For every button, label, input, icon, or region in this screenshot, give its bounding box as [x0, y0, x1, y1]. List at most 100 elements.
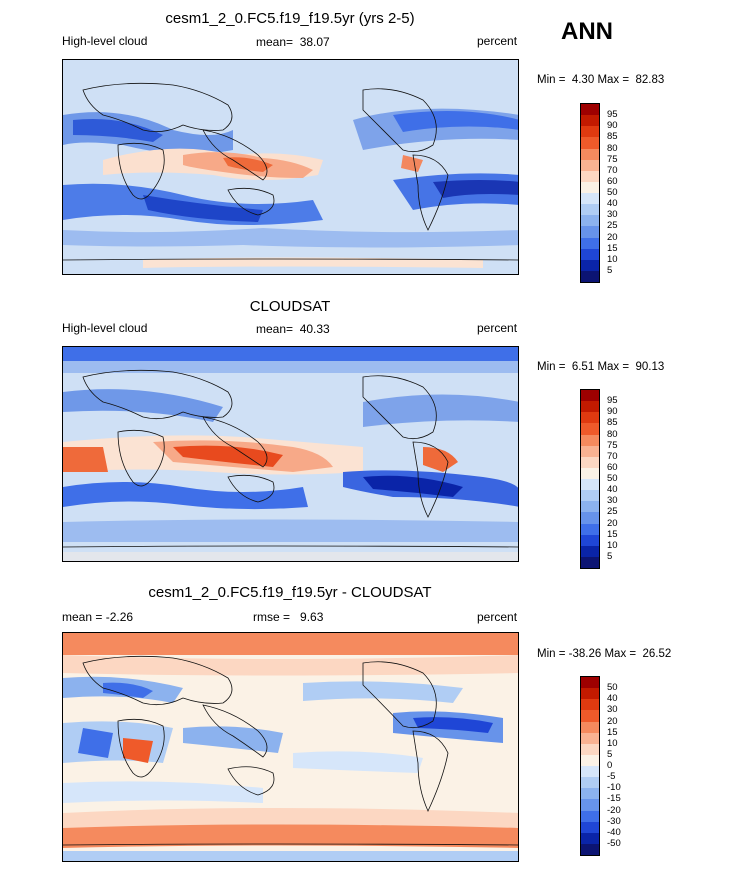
colorbar-label: -15 — [607, 793, 621, 805]
colorbar-swatch — [581, 699, 599, 711]
colorbar-swatch — [581, 434, 599, 446]
colorbar-swatch — [581, 523, 599, 535]
season-label: ANN — [561, 18, 613, 45]
panel-2-left-label: High-level cloud — [62, 321, 148, 335]
panel-2-minmax: Min = 6.51 Max = 90.13 — [537, 361, 664, 373]
panel-1-units: percent — [477, 34, 518, 48]
colorbar-swatch — [581, 159, 599, 171]
panel-2-colorbar — [580, 389, 600, 569]
colorbar-swatch — [581, 412, 599, 424]
panel-3-units: percent — [477, 610, 518, 624]
colorbar-swatch — [581, 181, 599, 193]
colorbar-swatch — [581, 204, 599, 216]
colorbar-label: 15 — [607, 242, 618, 254]
panel-2-mean-value: 40.33 — [299, 322, 330, 336]
panel-2-units: percent — [477, 321, 518, 335]
colorbar-label: -10 — [607, 782, 621, 794]
panel-1-mean: mean= 38.07 — [256, 35, 330, 49]
panel-1-mean-value: 38.07 — [299, 35, 330, 49]
panel-3-rmse-value: 9.63 — [300, 610, 324, 624]
colorbar-label: -50 — [607, 837, 621, 849]
colorbar-label: 75 — [607, 153, 618, 165]
colorbar-label: 30 — [607, 495, 618, 507]
panel-2-title: CLOUDSAT — [249, 298, 331, 315]
colorbar-label: 30 — [607, 704, 618, 716]
colorbar-swatch — [581, 710, 599, 722]
panel-2-min-value: 6.51 — [571, 361, 595, 373]
colorbar-label: 5 — [607, 748, 613, 760]
colorbar-swatch — [581, 843, 599, 855]
colorbar-label: 25 — [607, 506, 618, 518]
colorbar-label: 70 — [607, 450, 618, 462]
panel-1-max-label: Max = — [597, 74, 630, 86]
colorbar-swatch — [581, 170, 599, 182]
colorbar-label: 40 — [607, 198, 618, 210]
colorbar-swatch — [581, 677, 599, 689]
panel-1-mean-label: mean= — [256, 35, 294, 49]
panel-3-rmse: rmse = 9.63 — [253, 610, 323, 624]
panel-2-map — [62, 346, 519, 562]
colorbar-label: 5 — [607, 264, 613, 276]
colorbar-label: 50 — [607, 187, 618, 198]
colorbar-swatch — [581, 501, 599, 513]
colorbar-swatch — [581, 237, 599, 249]
colorbar-swatch — [581, 104, 599, 116]
panel-3-min-value: -38.26 — [568, 648, 602, 660]
colorbar-swatch — [581, 810, 599, 822]
colorbar-label: 60 — [607, 175, 618, 187]
colorbar-label: 50 — [607, 682, 618, 694]
panel-2-min-label: Min = — [537, 361, 566, 373]
colorbar-swatch — [581, 148, 599, 160]
panel-3-left-label: mean = -2.26 — [62, 610, 134, 624]
colorbar-label: 80 — [607, 142, 618, 154]
panel-1-minmax: Min = 4.30 Max = 82.83 — [537, 74, 664, 86]
colorbar-swatch — [581, 799, 599, 811]
panel-2-max-label: Max = — [597, 361, 630, 373]
colorbar-label: 90 — [607, 120, 618, 132]
panel-1-map — [62, 59, 519, 275]
panel-3-minmax: Min = -38.26 Max = 26.52 — [537, 648, 671, 660]
colorbar-swatch — [581, 423, 599, 435]
colorbar-label: -40 — [607, 826, 621, 838]
colorbar-label: 75 — [607, 439, 618, 451]
colorbar-label: 0 — [607, 760, 613, 771]
colorbar-swatch — [581, 479, 599, 491]
colorbar-label: 95 — [607, 395, 618, 407]
panel-3-map — [62, 632, 519, 862]
panel-1-min-label: Min = — [537, 74, 566, 86]
colorbar-label: 30 — [607, 209, 618, 221]
colorbar-label: 10 — [607, 539, 618, 551]
colorbar-label: -5 — [607, 771, 616, 783]
panel-3-rmse-label: rmse = — [253, 610, 291, 624]
panel-2-mean: mean= 40.33 — [256, 322, 330, 336]
colorbar-swatch — [581, 270, 599, 282]
colorbar-label: 5 — [607, 550, 613, 562]
colorbar-label: 20 — [607, 715, 618, 727]
colorbar-label: 40 — [607, 693, 618, 705]
colorbar-swatch — [581, 754, 599, 766]
colorbar-swatch — [581, 534, 599, 546]
panel-3-title: cesm1_2_0.FC5.f19_f19.5yr - CLOUDSAT — [148, 584, 432, 601]
colorbar-swatch — [581, 490, 599, 502]
colorbar-swatch — [581, 467, 599, 479]
panel-3-min-label: Min = — [537, 648, 566, 660]
colorbar-swatch — [581, 777, 599, 789]
colorbar-swatch — [581, 193, 599, 205]
colorbar-label: 85 — [607, 131, 618, 143]
colorbar-swatch — [581, 390, 599, 402]
colorbar-label: 80 — [607, 428, 618, 440]
panel-3-max-value: 26.52 — [642, 648, 672, 660]
colorbar-label: -20 — [607, 804, 621, 816]
colorbar-swatch — [581, 688, 599, 700]
panel-1-map-svg — [63, 60, 518, 274]
panel-1-title: cesm1_2_0.FC5.f19_f19.5yr (yrs 2-5) — [165, 10, 415, 27]
panel-3-max-label: Max = — [604, 648, 637, 660]
colorbar-swatch — [581, 215, 599, 227]
colorbar-label: 15 — [607, 528, 618, 540]
panel-3-colorbar — [580, 676, 600, 856]
colorbar-swatch — [581, 832, 599, 844]
panel-3-map-svg — [63, 633, 518, 861]
colorbar-label: 50 — [607, 473, 618, 484]
colorbar-swatch — [581, 512, 599, 524]
colorbar-swatch — [581, 766, 599, 778]
